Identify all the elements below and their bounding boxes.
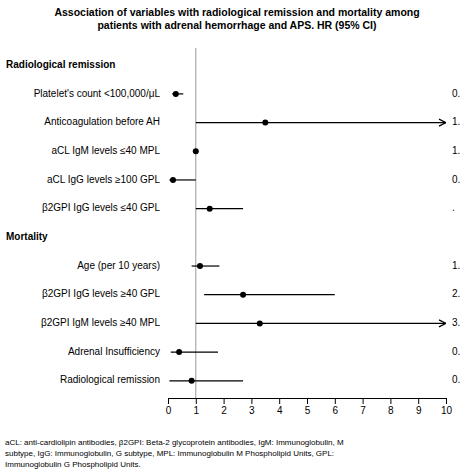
ci-line (192, 265, 220, 266)
row-label: Radiological remission (60, 374, 160, 385)
tick-label: 4 (277, 405, 283, 416)
row-annotation: 2. (452, 288, 460, 299)
row-annotation: 1. (452, 116, 460, 127)
tick: 3 (249, 398, 255, 416)
footnote: Immunoglobulin G Phospholipid Units. (5, 460, 141, 469)
tick-label: 6 (333, 405, 339, 416)
ci-line (196, 122, 446, 123)
plot: 0 1 2 3 4 5 6 7 8 9 10 Radiological remission Platel… (6, 48, 460, 416)
row-annotation: 1. (452, 260, 460, 271)
row-annotation: 0. (452, 346, 460, 357)
tick: 10 (441, 398, 453, 416)
tick-mark (363, 398, 364, 404)
point (197, 263, 203, 269)
section-label: Mortality (6, 231, 48, 242)
ci-line (196, 208, 243, 209)
tick-label: 1 (194, 405, 200, 416)
row-label: aCL IgG levels ≥100 GPL (47, 174, 160, 185)
row-label: β2GPI IgG levels ≤40 GPL (42, 202, 160, 213)
tick-mark (251, 398, 252, 404)
tick: 2 (221, 398, 227, 416)
footnote: subtype, IgG: Immunoglobulin, G subtype,… (5, 449, 334, 458)
ci-line (196, 323, 446, 324)
title-line: patients with adrenal hemorrhage and APS… (97, 19, 376, 31)
row-annotation: 0. (452, 374, 460, 385)
ci-arrow (439, 119, 446, 126)
row-label: Platelet's count <100,000/μL (34, 88, 161, 99)
point (173, 91, 179, 97)
row-annotation: . (452, 202, 455, 213)
tick: 0 (166, 398, 172, 416)
tick-label: 5 (305, 405, 311, 416)
point (176, 349, 182, 355)
tick: 8 (388, 398, 394, 416)
tick-mark (446, 398, 447, 404)
title-line: Association of variables with radiologic… (54, 6, 419, 18)
section-label: Radiological remission (6, 59, 115, 70)
point (170, 177, 176, 183)
tick: 7 (360, 398, 366, 416)
row-label: aCL IgM levels ≤40 MPL (52, 145, 161, 156)
row-annotation: 0. (452, 174, 460, 185)
ci-line (169, 380, 243, 381)
point (240, 292, 246, 298)
point (193, 148, 199, 154)
marks (169, 48, 446, 398)
tick-label: 7 (360, 405, 366, 416)
x-axis: 0 1 2 3 4 5 6 7 8 9 10 (166, 398, 453, 416)
tick: 1 (194, 398, 200, 416)
point (189, 378, 195, 384)
tick-label: 9 (416, 405, 422, 416)
ci-arrow (439, 320, 446, 327)
tick-label: 3 (249, 405, 255, 416)
row-annotation: 1. (452, 145, 460, 156)
tick: 6 (333, 398, 339, 416)
row-annotation: 3. (452, 317, 460, 328)
tick-label: 0 (166, 405, 172, 416)
tick-mark (390, 398, 391, 404)
row-annotation: 0. (452, 88, 460, 99)
tick-label: 10 (441, 405, 453, 416)
tick-mark (168, 398, 169, 404)
labels: Radiological remission Platelet's count <… (6, 59, 460, 386)
footnote: aCL: anti-cardiolipin antibodies, β2GPI:… (5, 438, 344, 447)
title: Association of variables with radiologic… (54, 6, 419, 31)
tick: 4 (277, 398, 283, 416)
axis-line (169, 399, 447, 405)
row-label: Age (per 10 years) (77, 260, 160, 271)
ci-line (204, 294, 335, 295)
row-label: Adrenal Insufficiency (68, 346, 160, 357)
tick-mark (279, 398, 280, 404)
tick-mark (224, 398, 225, 404)
tick: 5 (305, 398, 311, 416)
tick-mark (307, 398, 308, 404)
tick-label: 8 (388, 405, 394, 416)
tick-mark (196, 398, 197, 404)
tick-mark (335, 398, 336, 404)
point (262, 120, 268, 126)
reference-line (195, 48, 196, 398)
tick-mark (418, 398, 419, 404)
tick: 9 (416, 398, 422, 416)
tick-label: 2 (221, 405, 227, 416)
row-label: β2GPI IgG levels ≥40 GPL (42, 288, 160, 299)
point (257, 320, 263, 326)
chart: Association of variables with radiologic… (0, 0, 474, 474)
row-label: Anticoagulation before AH (44, 116, 160, 127)
row-label: β2GPI IgM levels ≥40 MPL (41, 317, 161, 328)
point (207, 206, 213, 212)
